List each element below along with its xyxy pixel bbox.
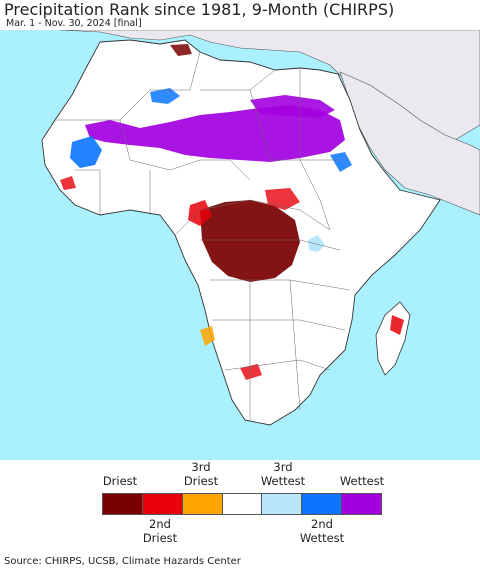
legend-label-driest: Driest — [102, 474, 138, 488]
central-africa-driest-region — [200, 200, 300, 282]
legend-label-wettest: Wettest — [339, 474, 385, 488]
source-credit: Source: CHIRPS, UCSB, Climate Hazards Ce… — [4, 556, 241, 567]
legend-swatch-2nd-wettest — [302, 494, 343, 514]
legend-swatch-2nd-driest — [142, 494, 183, 514]
legend-swatch-wettest — [342, 494, 382, 514]
legend-swatch-normal — [222, 494, 263, 514]
country-borders — [55, 51, 351, 420]
central-africa-2nd-driest — [188, 200, 212, 226]
legend-color-bar — [102, 493, 382, 515]
dry-patch-coast — [60, 176, 76, 190]
legend-swatch-3rd-driest — [182, 494, 223, 514]
arabian-peninsula — [339, 71, 480, 216]
africa-map — [0, 30, 480, 460]
wet-patch-lakes — [308, 235, 325, 252]
map-legend: Driest 3rd Driest 3rd Wettest Wettest 2n… — [0, 460, 480, 550]
dry-patch-north — [170, 44, 192, 56]
map-subtitle: Mar. 1 - Nov. 30, 2024 [final] — [6, 18, 142, 29]
dry-patch-south — [240, 364, 262, 380]
map-title: Precipitation Rank since 1981, 9-Month (… — [4, 0, 395, 19]
legend-label-3rd-wettest: 3rd Wettest — [260, 460, 306, 488]
wet-patch-west — [70, 136, 102, 168]
legend-label-2nd-driest: 2nd Driest — [142, 517, 178, 545]
dry-patch-southwest — [200, 326, 215, 346]
legend-swatch-driest — [103, 494, 143, 514]
legend-label-3rd-driest: 3rd Driest — [183, 460, 219, 488]
dry-patch-madagascar — [390, 315, 404, 335]
sahel-wettest-region — [85, 105, 345, 162]
wet-patch-horn — [330, 152, 352, 172]
sahel-wettest-east — [250, 95, 335, 118]
legend-swatch-3rd-wettest — [262, 494, 303, 514]
legend-label-2nd-wettest: 2nd Wettest — [299, 517, 345, 545]
map-area — [0, 30, 480, 460]
wet-patch-north — [150, 88, 180, 104]
